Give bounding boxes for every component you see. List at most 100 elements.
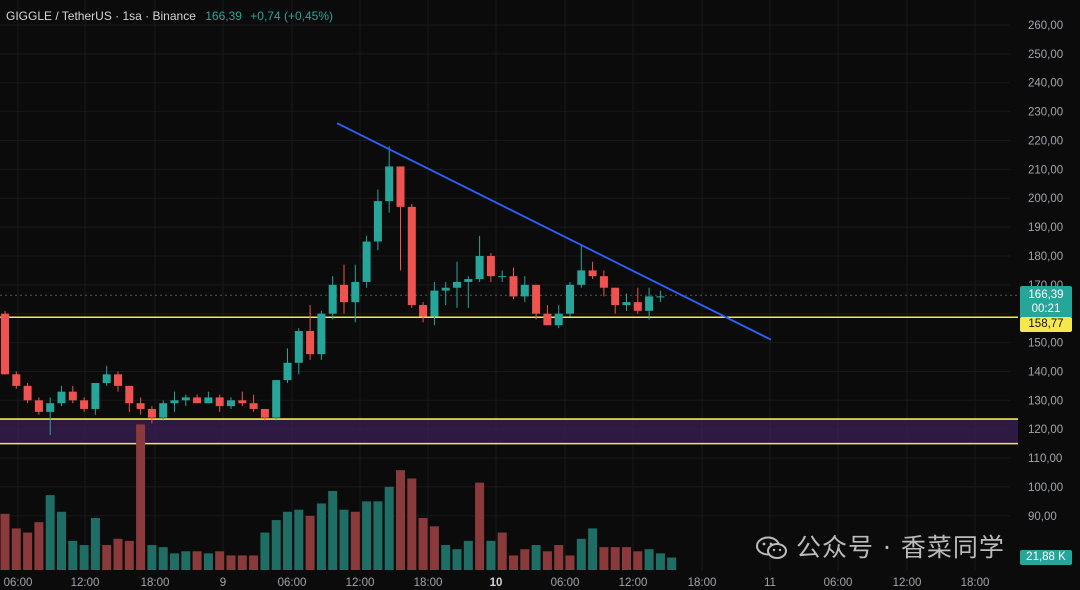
volume-bar — [429, 526, 439, 570]
volume-bar — [599, 547, 609, 570]
candle-body — [430, 290, 439, 317]
volume-bar — [622, 547, 631, 570]
volume-bar — [203, 553, 213, 570]
candle-body — [249, 403, 258, 409]
candle-body — [57, 391, 66, 404]
y-axis-tick-label: 90,00 — [1028, 511, 1057, 523]
candle-body — [520, 284, 529, 297]
volume-bar — [452, 549, 462, 570]
x-axis-tick-label: 06:00 — [278, 577, 307, 589]
y-axis-tick-label: 150,00 — [1028, 338, 1063, 350]
volume-bar — [441, 545, 451, 570]
last-price-value: 166,39 — [1028, 289, 1064, 301]
candle-body — [159, 403, 168, 418]
candle-body — [147, 408, 156, 418]
y-axis-tick-label: 190,00 — [1028, 222, 1063, 234]
volume-bar — [45, 495, 55, 570]
candle-body — [373, 201, 382, 242]
volume-bar — [407, 478, 417, 570]
x-axis-tick-label: 18:00 — [414, 577, 443, 589]
volume-bar — [339, 509, 349, 570]
candle-body — [441, 287, 450, 291]
volume-bar — [0, 513, 10, 570]
candle-body — [486, 255, 495, 277]
header-price: 166,39 — [205, 9, 242, 23]
volume-bar — [57, 511, 66, 570]
x-axis-tick-label: 18:00 — [688, 577, 717, 589]
candle-body — [1, 313, 9, 375]
volume-bar — [215, 551, 225, 570]
volume-bar — [249, 555, 259, 570]
x-axis-tick-label: 12:00 — [893, 577, 922, 589]
y-axis-tick-label: 250,00 — [1028, 49, 1063, 61]
candle-body — [622, 302, 631, 306]
candle-body — [396, 166, 405, 207]
symbol-label[interactable]: GIGGLE / TetherUS · 1sa · Binance — [6, 9, 196, 23]
volume-bar — [576, 538, 586, 570]
y-axis-tick-label: 230,00 — [1028, 107, 1063, 119]
y-axis-tick-label: 120,00 — [1028, 424, 1063, 436]
candle-body — [272, 380, 281, 418]
volume-bar — [68, 540, 78, 570]
candle-body — [68, 391, 77, 401]
watermark-text: 公众号 · 香菜同学 — [796, 533, 1005, 562]
candle-body — [204, 397, 213, 404]
candle-body — [656, 296, 665, 298]
volume-bar — [610, 547, 620, 570]
candle-countdown: 00:21 — [1031, 303, 1061, 315]
y-axis-tick-label: 110,00 — [1028, 453, 1062, 465]
header-change: +0,74 (+0,45%) — [250, 9, 333, 23]
y-axis-tick-label: 240,00 — [1028, 78, 1063, 90]
candle-body — [464, 279, 473, 282]
candle-body — [125, 385, 134, 404]
candle-body — [238, 400, 247, 404]
candle-body — [509, 276, 518, 297]
candle-body — [193, 397, 202, 404]
candle-body — [215, 397, 224, 407]
candle-body — [407, 206, 416, 306]
x-axis-tick-label: 06:00 — [824, 577, 853, 589]
volume-bar — [384, 486, 394, 570]
y-axis-tick-label: 200,00 — [1028, 193, 1063, 205]
volume-bar — [90, 518, 100, 570]
candle-body — [419, 305, 428, 317]
trendline — [336, 122, 772, 341]
x-axis-tick-label: 06:00 — [4, 577, 33, 589]
volume-bar — [328, 490, 338, 570]
candle-body — [611, 287, 620, 306]
candle-body — [34, 400, 43, 412]
volume-bar — [463, 540, 473, 570]
volume-bar — [316, 503, 326, 570]
x-axis-tick-label: 9 — [220, 577, 226, 589]
volume-bar — [497, 532, 507, 570]
volume-bar — [124, 540, 134, 570]
volume-bar — [158, 547, 168, 570]
volume-bar — [362, 501, 372, 570]
candle-body — [114, 374, 122, 386]
volume-bar — [554, 545, 564, 570]
candle-body — [283, 362, 292, 381]
candle-body — [362, 241, 371, 282]
volume-bar — [542, 551, 552, 570]
candle-body — [91, 382, 100, 409]
candle-body — [317, 313, 326, 355]
x-axis-tick-label: 12:00 — [71, 577, 100, 589]
candle-body — [577, 270, 586, 285]
candle-body — [80, 400, 89, 409]
candle-body — [588, 270, 597, 277]
volume-bar — [11, 528, 21, 570]
candle-body — [475, 255, 484, 280]
volume-bar — [373, 501, 383, 570]
y-axis-tick-label: 130,00 — [1028, 395, 1063, 407]
volume-bar — [113, 538, 123, 570]
last-price-tag: 166,39 00:21 — [1020, 286, 1072, 318]
volume-bar — [633, 551, 643, 570]
volume-bar — [644, 549, 654, 570]
volume-bar — [136, 424, 146, 570]
candle-body — [181, 397, 190, 401]
volume-bar — [181, 551, 191, 570]
watermark: 公众号 · 香菜同学 — [756, 528, 1005, 564]
x-axis-tick-label: 12:00 — [619, 577, 648, 589]
volume-bar — [170, 553, 179, 570]
